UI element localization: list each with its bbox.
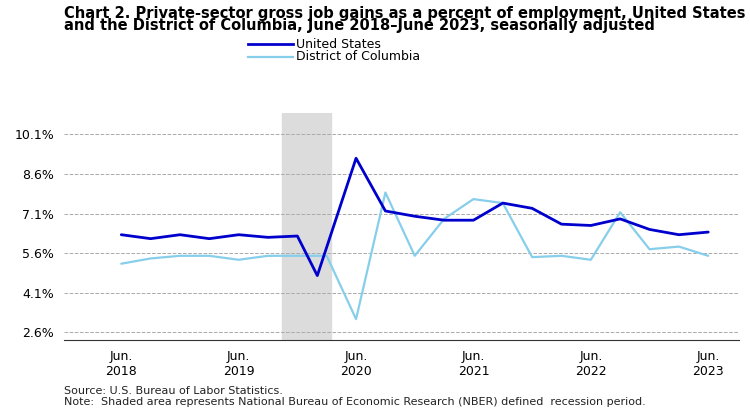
United States (616, 216, 625, 221)
Line: District of Columbia: District of Columbia (122, 192, 708, 319)
United States (557, 222, 566, 227)
District of Columbia (205, 253, 214, 258)
United States (292, 234, 302, 239)
United States (146, 236, 155, 241)
District of Columbia (322, 253, 332, 258)
District of Columbia (292, 253, 302, 258)
District of Columbia (381, 190, 390, 195)
United States (528, 206, 537, 211)
District of Columbia (352, 317, 361, 322)
United States (645, 227, 654, 232)
United States (498, 200, 507, 205)
District of Columbia (674, 244, 683, 249)
District of Columbia (704, 253, 712, 258)
District of Columbia (557, 253, 566, 258)
Text: United States: United States (296, 38, 381, 50)
District of Columbia (117, 261, 126, 266)
District of Columbia (440, 216, 448, 221)
Text: and the District of Columbia, June 2018–June 2023, seasonally adjusted: and the District of Columbia, June 2018–… (64, 18, 655, 33)
United States (674, 232, 683, 237)
Text: Chart 2. Private-sector gross job gains as a percent of employment, United State: Chart 2. Private-sector gross job gains … (64, 6, 746, 21)
United States (313, 273, 322, 278)
United States (381, 208, 390, 213)
United States (704, 230, 712, 235)
United States (352, 156, 361, 161)
United States (469, 218, 478, 223)
District of Columbia (469, 197, 478, 202)
United States (586, 223, 596, 228)
District of Columbia (263, 253, 272, 258)
District of Columbia (410, 253, 419, 258)
Text: Source: U.S. Bureau of Labor Statistics.
Note:  Shaded area represents National : Source: U.S. Bureau of Labor Statistics.… (64, 386, 646, 407)
Line: United States: United States (122, 158, 708, 276)
United States (117, 232, 126, 237)
District of Columbia (616, 210, 625, 215)
United States (205, 236, 214, 241)
District of Columbia (528, 255, 537, 260)
Bar (282, 113, 332, 340)
United States (263, 235, 272, 240)
District of Columbia (234, 257, 243, 262)
United States (176, 232, 184, 237)
United States (410, 214, 419, 219)
District of Columbia (586, 257, 596, 262)
United States (234, 232, 243, 237)
Text: District of Columbia: District of Columbia (296, 50, 420, 63)
United States (440, 218, 448, 223)
District of Columbia (498, 200, 507, 205)
District of Columbia (176, 253, 184, 258)
District of Columbia (146, 256, 155, 261)
District of Columbia (645, 247, 654, 252)
